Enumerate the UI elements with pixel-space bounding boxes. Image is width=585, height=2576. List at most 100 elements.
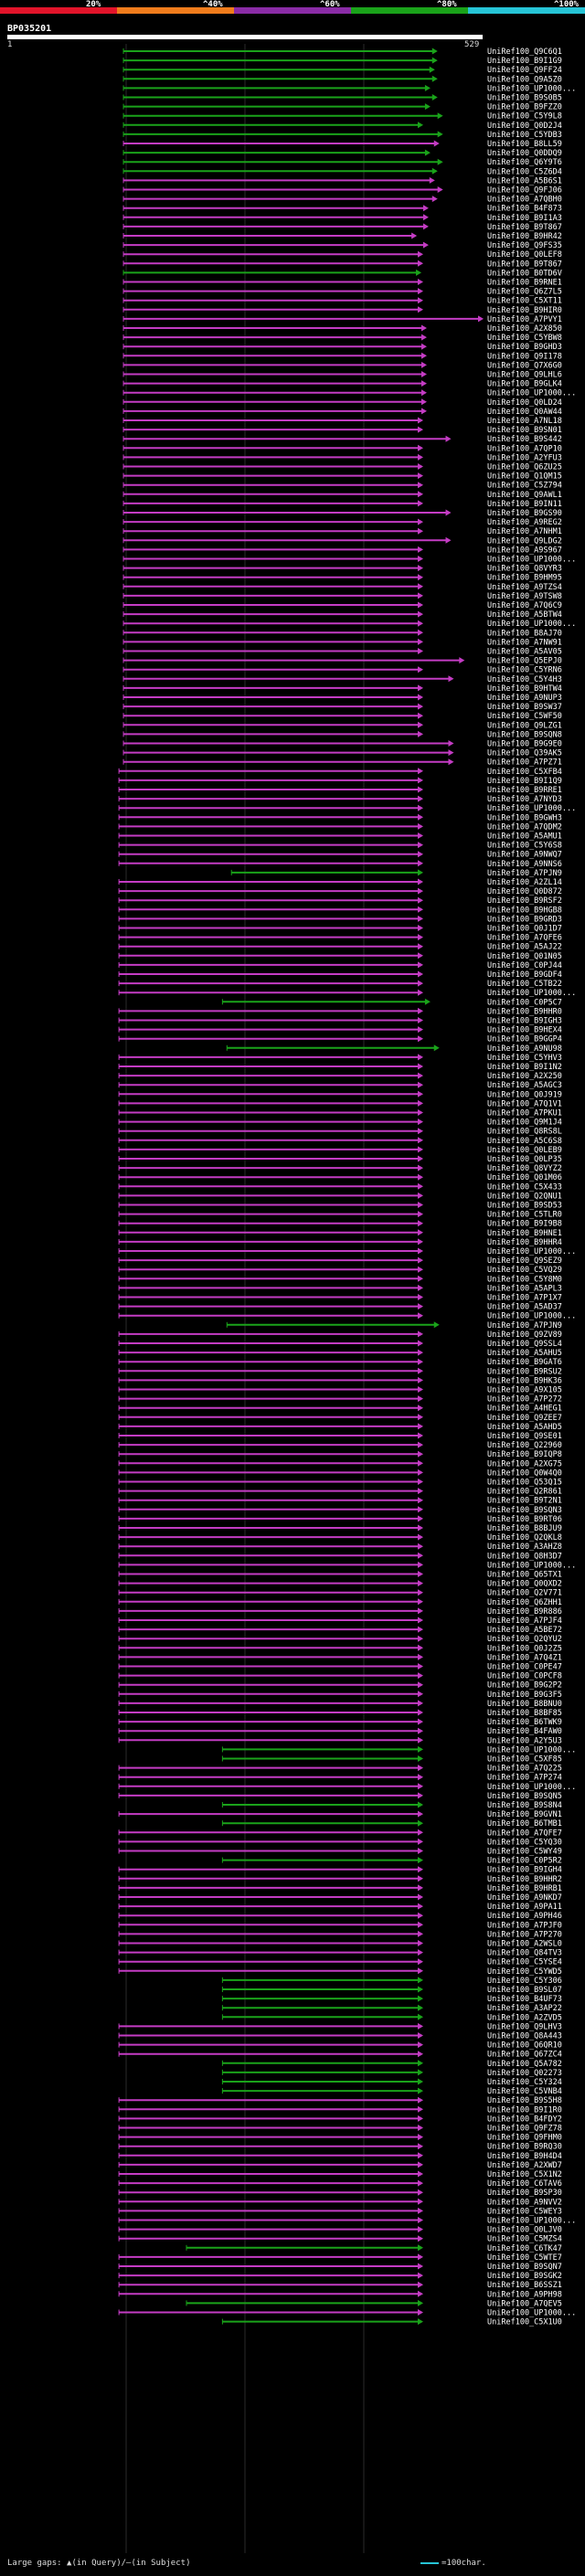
hit-arrow <box>418 730 424 737</box>
hit-arrow <box>418 574 424 581</box>
hit-label: UniRef100_B9HNE1 <box>487 1229 562 1238</box>
hit-arrow <box>418 961 424 969</box>
hit-arrow <box>418 1542 424 1550</box>
hit-arrow <box>418 1709 424 1716</box>
hit-label: UniRef100_B9RSU2 <box>487 1367 562 1376</box>
hit-arrow <box>418 592 424 599</box>
hit-arrow <box>418 1405 424 1412</box>
hit-label: UniRef100_B9HGB8 <box>487 906 562 915</box>
hit-arrow <box>418 556 424 562</box>
hit-label: UniRef100_Q9I178 <box>487 352 562 361</box>
hit-label: UniRef100_C5YQ30 <box>487 1838 562 1847</box>
hit-arrow <box>418 2078 424 2085</box>
hit-label: UniRef100_A7QFE7 <box>487 1829 562 1838</box>
hit-label: UniRef100_A5AV05 <box>487 648 562 657</box>
hit-label: UniRef100_A9PH46 <box>487 1912 562 1921</box>
hit-arrow <box>418 250 424 258</box>
hit-arrow <box>418 786 424 793</box>
hit-arrow <box>418 1128 424 1135</box>
hit-arrow <box>448 749 454 757</box>
scale-segment <box>234 7 351 14</box>
hit-label: UniRef100_Q9ZV89 <box>487 1330 562 1340</box>
hit-arrow <box>418 1303 424 1310</box>
hit-label: UniRef100_C0P5C7 <box>487 998 562 1007</box>
hit-label: UniRef100_A2ZL14 <box>487 878 562 887</box>
hit-arrow <box>418 491 424 498</box>
hit-arrow <box>418 1479 424 1485</box>
hit-label: UniRef100_B9GDF4 <box>487 970 562 980</box>
hit-label: UniRef100_Q0AW44 <box>487 408 562 417</box>
hit-arrow <box>418 2087 424 2094</box>
hit-arrow <box>422 241 429 249</box>
hit-arrow <box>418 2170 424 2178</box>
hit-label: UniRef100_UP1000... <box>487 1783 576 1792</box>
hit-label: UniRef100_B9HHR2 <box>487 1875 562 1884</box>
hit-label: UniRef100_C5WY49 <box>487 1848 562 1857</box>
hit-arrow <box>418 1524 424 1532</box>
hit-label: UniRef100_C5X1U0 <box>487 2318 562 2327</box>
query-end-tick: 529 <box>464 40 480 49</box>
hit-label: UniRef100_UP1000... <box>487 1745 576 1754</box>
hit-label: UniRef100_B9T867 <box>487 223 562 232</box>
hit-label: UniRef100_B9SN01 <box>487 426 562 435</box>
hit-label: UniRef100_A7NYD3 <box>487 795 562 804</box>
hit-arrow <box>418 952 424 959</box>
hit-arrow <box>418 1912 424 1919</box>
hit-arrow <box>418 1349 424 1356</box>
hit-label: UniRef100_Q5A782 <box>487 2060 562 2069</box>
hit-arrow <box>431 196 438 203</box>
hit-arrow <box>418 2226 424 2233</box>
hit-arrow <box>424 149 431 156</box>
hit-arrow <box>418 2253 424 2261</box>
hit-label: UniRef100_B9HHR0 <box>487 1007 562 1016</box>
hit-label: UniRef100_C5Y306 <box>487 1977 562 1986</box>
hit-arrow <box>418 666 424 673</box>
hit-arrow <box>418 1312 424 1320</box>
hit-label: UniRef100_B9IN11 <box>487 500 562 509</box>
hit-label: UniRef100_B4F873 <box>487 205 562 214</box>
hit-label: UniRef100_A5AD37 <box>487 1303 562 1312</box>
hit-label: UniRef100_A2Y5U3 <box>487 1736 562 1745</box>
hit-label: UniRef100_B8BNU0 <box>487 1700 562 1709</box>
hit-arrow <box>418 1238 424 1246</box>
hit-label: UniRef100_A9TZS4 <box>487 583 562 592</box>
hit-arrow <box>418 638 424 645</box>
hit-label: UniRef100_A9NWQ7 <box>487 851 562 860</box>
hit-arrow <box>418 1256 424 1264</box>
hit-arrow <box>418 2198 424 2205</box>
hit-arrow <box>418 546 424 553</box>
hit-label: UniRef100_A9TSW8 <box>487 592 562 601</box>
hit-arrow <box>418 1561 424 1568</box>
hit-label: UniRef100_A5BTW4 <box>487 610 562 620</box>
hit-arrow <box>418 1192 424 1199</box>
hit-arrow <box>418 925 424 931</box>
hit-arrow <box>431 167 438 175</box>
hit-arrow <box>418 1367 424 1374</box>
hit-label: UniRef100_A5B6S1 <box>487 176 562 186</box>
hit-label: UniRef100_C0P5R2 <box>487 1857 562 1866</box>
hit-label: UniRef100_Q8VYZ2 <box>487 1164 562 1173</box>
hit-label: UniRef100_Q9FZ78 <box>487 2125 562 2134</box>
hit-label: UniRef100_A7PJN9 <box>487 869 562 878</box>
hit-label: UniRef100_Q2QNU1 <box>487 1192 562 1201</box>
hit-label: UniRef100_Q2R861 <box>487 1488 562 1497</box>
hit-arrow <box>418 2152 424 2159</box>
hit-label: UniRef100_Q8A443 <box>487 2032 562 2041</box>
hit-arrow <box>418 2060 424 2067</box>
hit-arrow <box>418 1967 424 1975</box>
hit-arrow <box>418 1155 424 1162</box>
hit-label: UniRef100_Q0J919 <box>487 1090 562 1099</box>
hit-arrow <box>418 2096 424 2104</box>
hit-label: UniRef100_C5TB22 <box>487 980 562 989</box>
hit-label: UniRef100_A7PJF4 <box>487 1617 562 1626</box>
hit-label: UniRef100_C5Y4H3 <box>487 675 562 684</box>
hit-label: UniRef100_B9S442 <box>487 435 562 444</box>
hit-arrow <box>418 620 424 627</box>
hit-arrow <box>418 1340 424 1347</box>
hit-label: UniRef100_C5Z6D4 <box>487 167 562 176</box>
hit-arrow <box>418 1765 424 1772</box>
hit-arrow <box>418 1745 424 1753</box>
hit-label: UniRef100_B9GHD3 <box>487 343 562 352</box>
hit-label: UniRef100_Q0D2J4 <box>487 122 562 131</box>
hit-arrow <box>418 1995 424 2002</box>
